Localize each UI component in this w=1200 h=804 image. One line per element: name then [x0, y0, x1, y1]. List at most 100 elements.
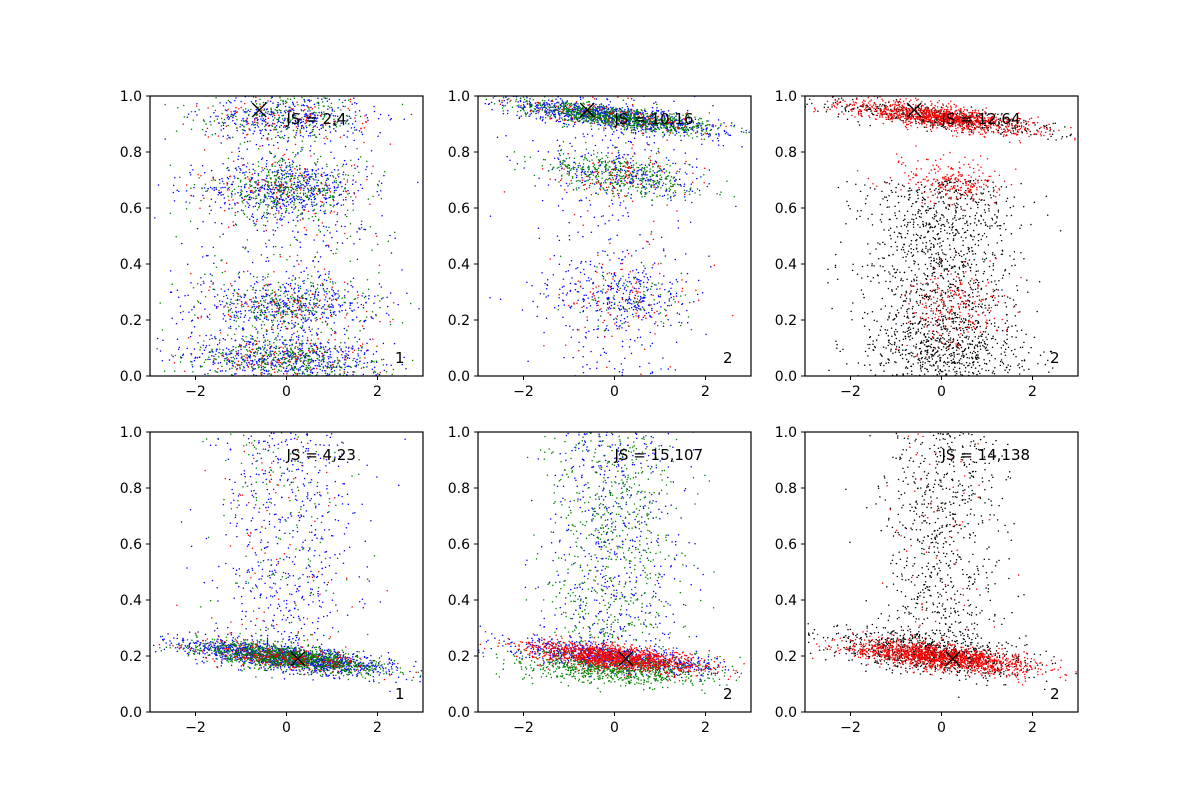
data-point	[288, 354, 290, 356]
data-point	[228, 158, 230, 160]
data-point	[280, 112, 282, 114]
data-point	[332, 364, 334, 366]
data-point	[270, 365, 272, 367]
data-point	[371, 249, 373, 251]
data-point	[684, 183, 686, 185]
data-point	[325, 370, 327, 372]
data-point	[220, 332, 222, 334]
data-point	[268, 260, 270, 262]
data-point	[323, 240, 325, 242]
data-point	[221, 366, 223, 368]
data-point	[265, 204, 267, 206]
data-point	[318, 107, 320, 109]
data-point	[352, 374, 354, 376]
data-point	[314, 196, 316, 198]
data-point	[229, 362, 231, 364]
data-point	[331, 295, 333, 297]
data-point	[288, 166, 290, 168]
data-point	[354, 127, 356, 129]
data-point	[290, 339, 292, 341]
data-point	[225, 352, 227, 354]
data-point	[244, 184, 246, 186]
data-point	[360, 350, 362, 352]
data-point	[285, 210, 287, 212]
data-point	[267, 221, 269, 223]
data-point	[638, 178, 640, 180]
data-point	[317, 159, 319, 161]
data-point	[296, 316, 298, 318]
data-point	[228, 314, 230, 316]
data-point	[317, 295, 319, 297]
data-point	[287, 294, 289, 296]
data-point	[253, 306, 255, 308]
data-point	[333, 211, 335, 213]
data-point	[288, 351, 290, 353]
data-point	[318, 292, 320, 294]
data-point	[300, 271, 302, 273]
data-point	[235, 328, 237, 330]
data-point	[231, 196, 233, 198]
data-point	[542, 118, 544, 120]
data-point	[296, 101, 298, 103]
data-point	[293, 326, 295, 328]
data-point	[417, 182, 419, 184]
data-point	[327, 367, 329, 369]
data-point	[301, 347, 303, 349]
data-point	[227, 125, 229, 127]
data-point	[596, 119, 598, 121]
data-point	[240, 310, 242, 312]
data-point	[323, 349, 325, 351]
data-point	[323, 361, 325, 363]
data-point	[273, 354, 275, 356]
data-point	[561, 103, 563, 105]
data-point	[686, 173, 688, 175]
data-point	[301, 350, 303, 352]
data-point	[270, 196, 272, 198]
data-point	[220, 353, 222, 355]
data-point	[274, 192, 276, 194]
data-point	[270, 107, 272, 109]
data-point	[289, 359, 291, 361]
data-point	[234, 314, 236, 316]
data-point	[176, 190, 178, 192]
data-point	[278, 282, 280, 284]
data-point	[718, 140, 720, 142]
data-point	[333, 176, 335, 178]
data-point	[160, 350, 162, 352]
data-point	[296, 190, 298, 192]
data-point	[268, 205, 270, 207]
data-point	[731, 122, 733, 124]
data-point	[219, 329, 221, 331]
data-point	[257, 312, 259, 314]
data-point	[268, 373, 270, 375]
data-point	[350, 366, 352, 368]
data-point	[248, 187, 250, 189]
data-point	[327, 373, 329, 375]
data-point	[311, 199, 313, 201]
data-point	[310, 297, 312, 299]
data-point	[244, 137, 246, 139]
data-point	[741, 131, 743, 133]
data-point	[238, 325, 240, 327]
data-point	[311, 193, 313, 195]
data-point	[369, 204, 371, 206]
data-point	[221, 223, 223, 225]
data-point	[329, 189, 331, 191]
data-point	[277, 162, 279, 164]
data-point	[212, 363, 214, 365]
data-point	[580, 98, 582, 100]
data-point	[283, 189, 285, 191]
data-point	[258, 307, 260, 309]
data-point	[281, 208, 283, 210]
data-point	[245, 108, 247, 110]
data-point	[361, 221, 363, 223]
data-point	[260, 313, 262, 315]
data-point	[207, 316, 209, 318]
data-point	[275, 199, 277, 201]
data-point	[326, 324, 328, 326]
data-point	[232, 199, 234, 201]
js-annotation: JS = 2,4	[286, 110, 347, 128]
data-point	[233, 110, 235, 112]
data-point	[505, 96, 507, 98]
